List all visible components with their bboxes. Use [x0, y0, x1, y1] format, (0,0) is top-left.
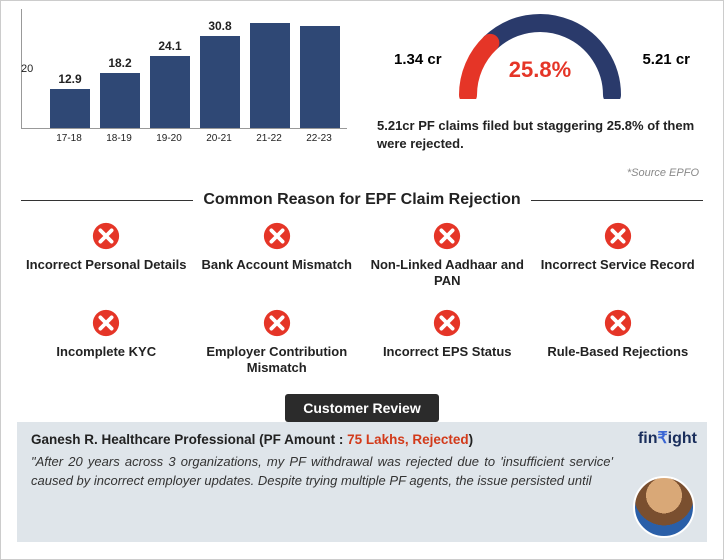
reason-label: Incorrect Service Record: [541, 257, 695, 273]
reason-item: Incorrect Personal Details: [25, 221, 188, 290]
bar-col: 30.8: [198, 19, 242, 128]
reviewer-avatar: [633, 476, 695, 538]
reject-icon: [91, 308, 121, 338]
brand-prefix: fin: [638, 430, 658, 447]
reasons-title-row: Common Reason for EPF Claim Rejection: [21, 191, 703, 209]
x-label: 18-19: [97, 133, 141, 144]
bar-col: 24.1: [148, 39, 192, 128]
reject-icon: [432, 221, 462, 251]
gauge-percent: 25.8%: [440, 57, 640, 83]
x-label: 21-22: [247, 133, 291, 144]
divider-line: [21, 200, 193, 201]
reason-item: Rule-Based Rejections: [537, 308, 700, 377]
reviewer-name: Ganesh R. Healthcare Professional: [31, 432, 255, 447]
gauge-caption: 5.21cr PF claims filed but staggering 25…: [377, 117, 703, 152]
reason-item: Incorrect EPS Status: [366, 308, 529, 377]
review-pill: Customer Review: [285, 394, 438, 422]
x-label: 22-23: [297, 133, 341, 144]
brand-suffix: ight: [668, 430, 697, 447]
reason-label: Incomplete KYC: [56, 344, 156, 360]
x-label: 19-20: [147, 133, 191, 144]
reason-label: Employer Contribution Mismatch: [196, 344, 359, 377]
review-body: "After 20 years across 3 organizations, …: [31, 453, 693, 491]
bar: [150, 56, 190, 128]
reject-icon: [432, 308, 462, 338]
bar-chart: 20 12.9 18.2 24.1 30.8 17-18 18-19 19-20 20-21…: [21, 9, 347, 161]
brand-logo: fin₹ight: [638, 428, 697, 448]
rupee-icon: ₹: [657, 430, 667, 447]
reasons-title: Common Reason for EPF Claim Rejection: [203, 191, 520, 209]
gauge: 1.34 cr 5.21 cr 25.8%: [440, 9, 640, 109]
x-label: 17-18: [47, 133, 91, 144]
reason-label: Rule-Based Rejections: [547, 344, 688, 360]
reason-item: Non-Linked Aadhaar and PAN: [366, 221, 529, 290]
bar-value-label: 12.9: [58, 72, 81, 86]
reason-label: Incorrect EPS Status: [383, 344, 512, 360]
gauge-panel: 1.34 cr 5.21 cr 25.8% 5.21cr PF claims f…: [377, 9, 703, 161]
bar: [50, 89, 90, 128]
bar-col: [298, 23, 342, 128]
reason-item: Bank Account Mismatch: [196, 221, 359, 290]
bar-value-label: 30.8: [208, 19, 231, 33]
source-note: *Source EPFO: [1, 167, 723, 179]
reject-icon: [262, 221, 292, 251]
bar: [300, 26, 340, 128]
gauge-left-label: 1.34 cr: [394, 51, 442, 68]
review-box: fin₹ight Ganesh R. Healthcare Profession…: [17, 422, 707, 542]
bar-value-label: 24.1: [158, 39, 181, 53]
x-label: 20-21: [197, 133, 241, 144]
amount-close: ): [469, 432, 474, 447]
reason-item: Incorrect Service Record: [537, 221, 700, 290]
reason-label: Non-Linked Aadhaar and PAN: [366, 257, 529, 290]
amount-value: 75 Lakhs, Rejected: [347, 432, 469, 447]
bar-value-label: 18.2: [108, 56, 131, 70]
reasons-grid: Incorrect Personal Details Bank Account …: [1, 221, 723, 376]
gauge-arc: [440, 9, 640, 99]
reject-icon: [91, 221, 121, 251]
amount-open: (PF Amount :: [259, 432, 347, 447]
reason-item: Employer Contribution Mismatch: [196, 308, 359, 377]
bar: [250, 23, 290, 128]
bar: [100, 73, 140, 128]
reason-label: Bank Account Mismatch: [202, 257, 353, 273]
reason-item: Incomplete KYC: [25, 308, 188, 377]
reason-label: Incorrect Personal Details: [26, 257, 186, 273]
reject-icon: [603, 308, 633, 338]
gauge-right-label: 5.21 cr: [642, 51, 690, 68]
review-header: Ganesh R. Healthcare Professional (PF Am…: [31, 432, 693, 447]
y-tick-20: 20: [21, 63, 33, 75]
bar-col: 12.9: [48, 72, 92, 128]
bar-col: 18.2: [98, 56, 142, 128]
reject-icon: [262, 308, 292, 338]
bar: [200, 36, 240, 128]
bar-col: [248, 20, 292, 128]
top-section: 20 12.9 18.2 24.1 30.8 17-18 18-19 19-20 20-21…: [1, 1, 723, 161]
reject-icon: [603, 221, 633, 251]
divider-line: [531, 200, 703, 201]
